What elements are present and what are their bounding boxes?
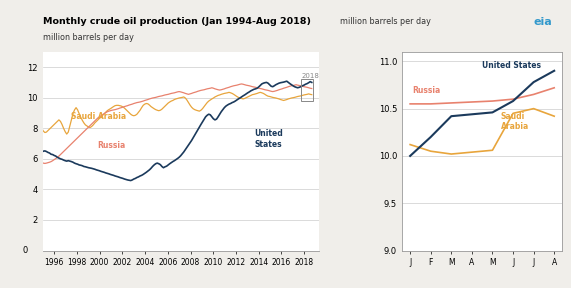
Text: 0: 0	[22, 246, 27, 255]
Text: United
States: United States	[254, 129, 283, 149]
Text: Saudi Arabia: Saudi Arabia	[71, 112, 126, 121]
Text: 2018: 2018	[302, 73, 320, 79]
Bar	[301, 79, 313, 101]
Text: Saudi
Arabia: Saudi Arabia	[501, 112, 529, 131]
Text: Russia: Russia	[412, 86, 440, 94]
Text: Monthly crude oil production (Jan 1994-Aug 2018): Monthly crude oil production (Jan 1994-A…	[43, 17, 311, 26]
Text: eia: eia	[534, 17, 553, 27]
Text: United States: United States	[482, 61, 541, 70]
Text: Russia: Russia	[98, 141, 126, 150]
Text: million barrels per day: million barrels per day	[340, 17, 431, 26]
Text: million barrels per day: million barrels per day	[43, 33, 134, 42]
